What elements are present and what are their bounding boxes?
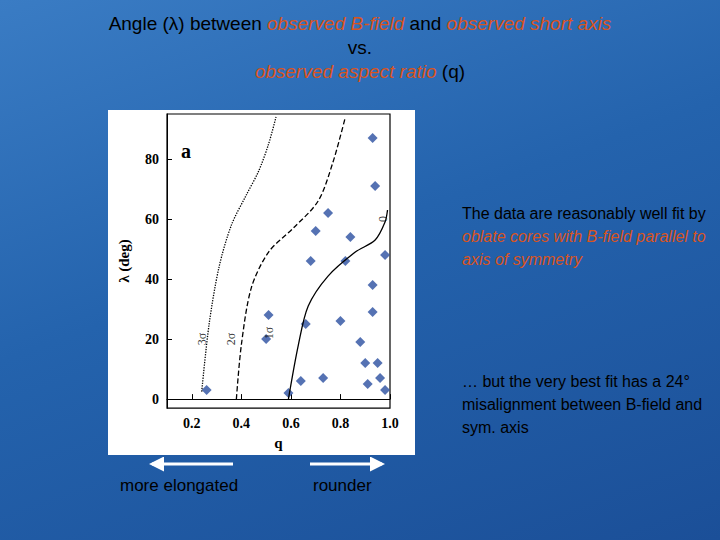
svg-text:0: 0 (152, 392, 159, 407)
svg-text:40: 40 (145, 272, 159, 287)
html-text:Angle (λ) between observed B-f: Angle (λ) between observed B-field and o… (108, 13, 612, 34)
svg-text:3σ: 3σ (195, 332, 209, 345)
svg-text:60: 60 (145, 212, 159, 227)
html-text:vs.: vs. (347, 37, 373, 58)
html-text:rounder: rounder (313, 476, 372, 495)
svg-text:0.2: 0.2 (183, 416, 201, 431)
svg-text:λ (deg): λ (deg) (116, 239, 133, 283)
svg-text:80: 80 (145, 152, 159, 167)
html-text:more elongated: more elongated (120, 476, 239, 495)
svg-text:a: a (181, 140, 191, 162)
svg-text:0: 0 (376, 216, 390, 222)
svg-text:1.0: 1.0 (381, 416, 399, 431)
svg-text:1σ: 1σ (262, 326, 276, 339)
svg-text:0.4: 0.4 (233, 416, 251, 431)
svg-text:0.6: 0.6 (282, 416, 300, 431)
html-text:oblate cores with B-field para: oblate cores with B-field parallel to ax… (462, 228, 706, 268)
svg-text:20: 20 (145, 332, 159, 347)
svg-text:0.8: 0.8 (332, 416, 350, 431)
html-text:observed aspect ratio (q): observed aspect ratio (q) (254, 61, 466, 82)
svg-text:q: q (274, 435, 283, 451)
html-text:The data are reasonably well f: The data are reasonably well fit by (462, 205, 706, 222)
html-text:… but the very best fit has a: … but the very best fit has a 24° misali… (462, 373, 703, 436)
svg-text:2σ: 2σ (224, 332, 238, 345)
